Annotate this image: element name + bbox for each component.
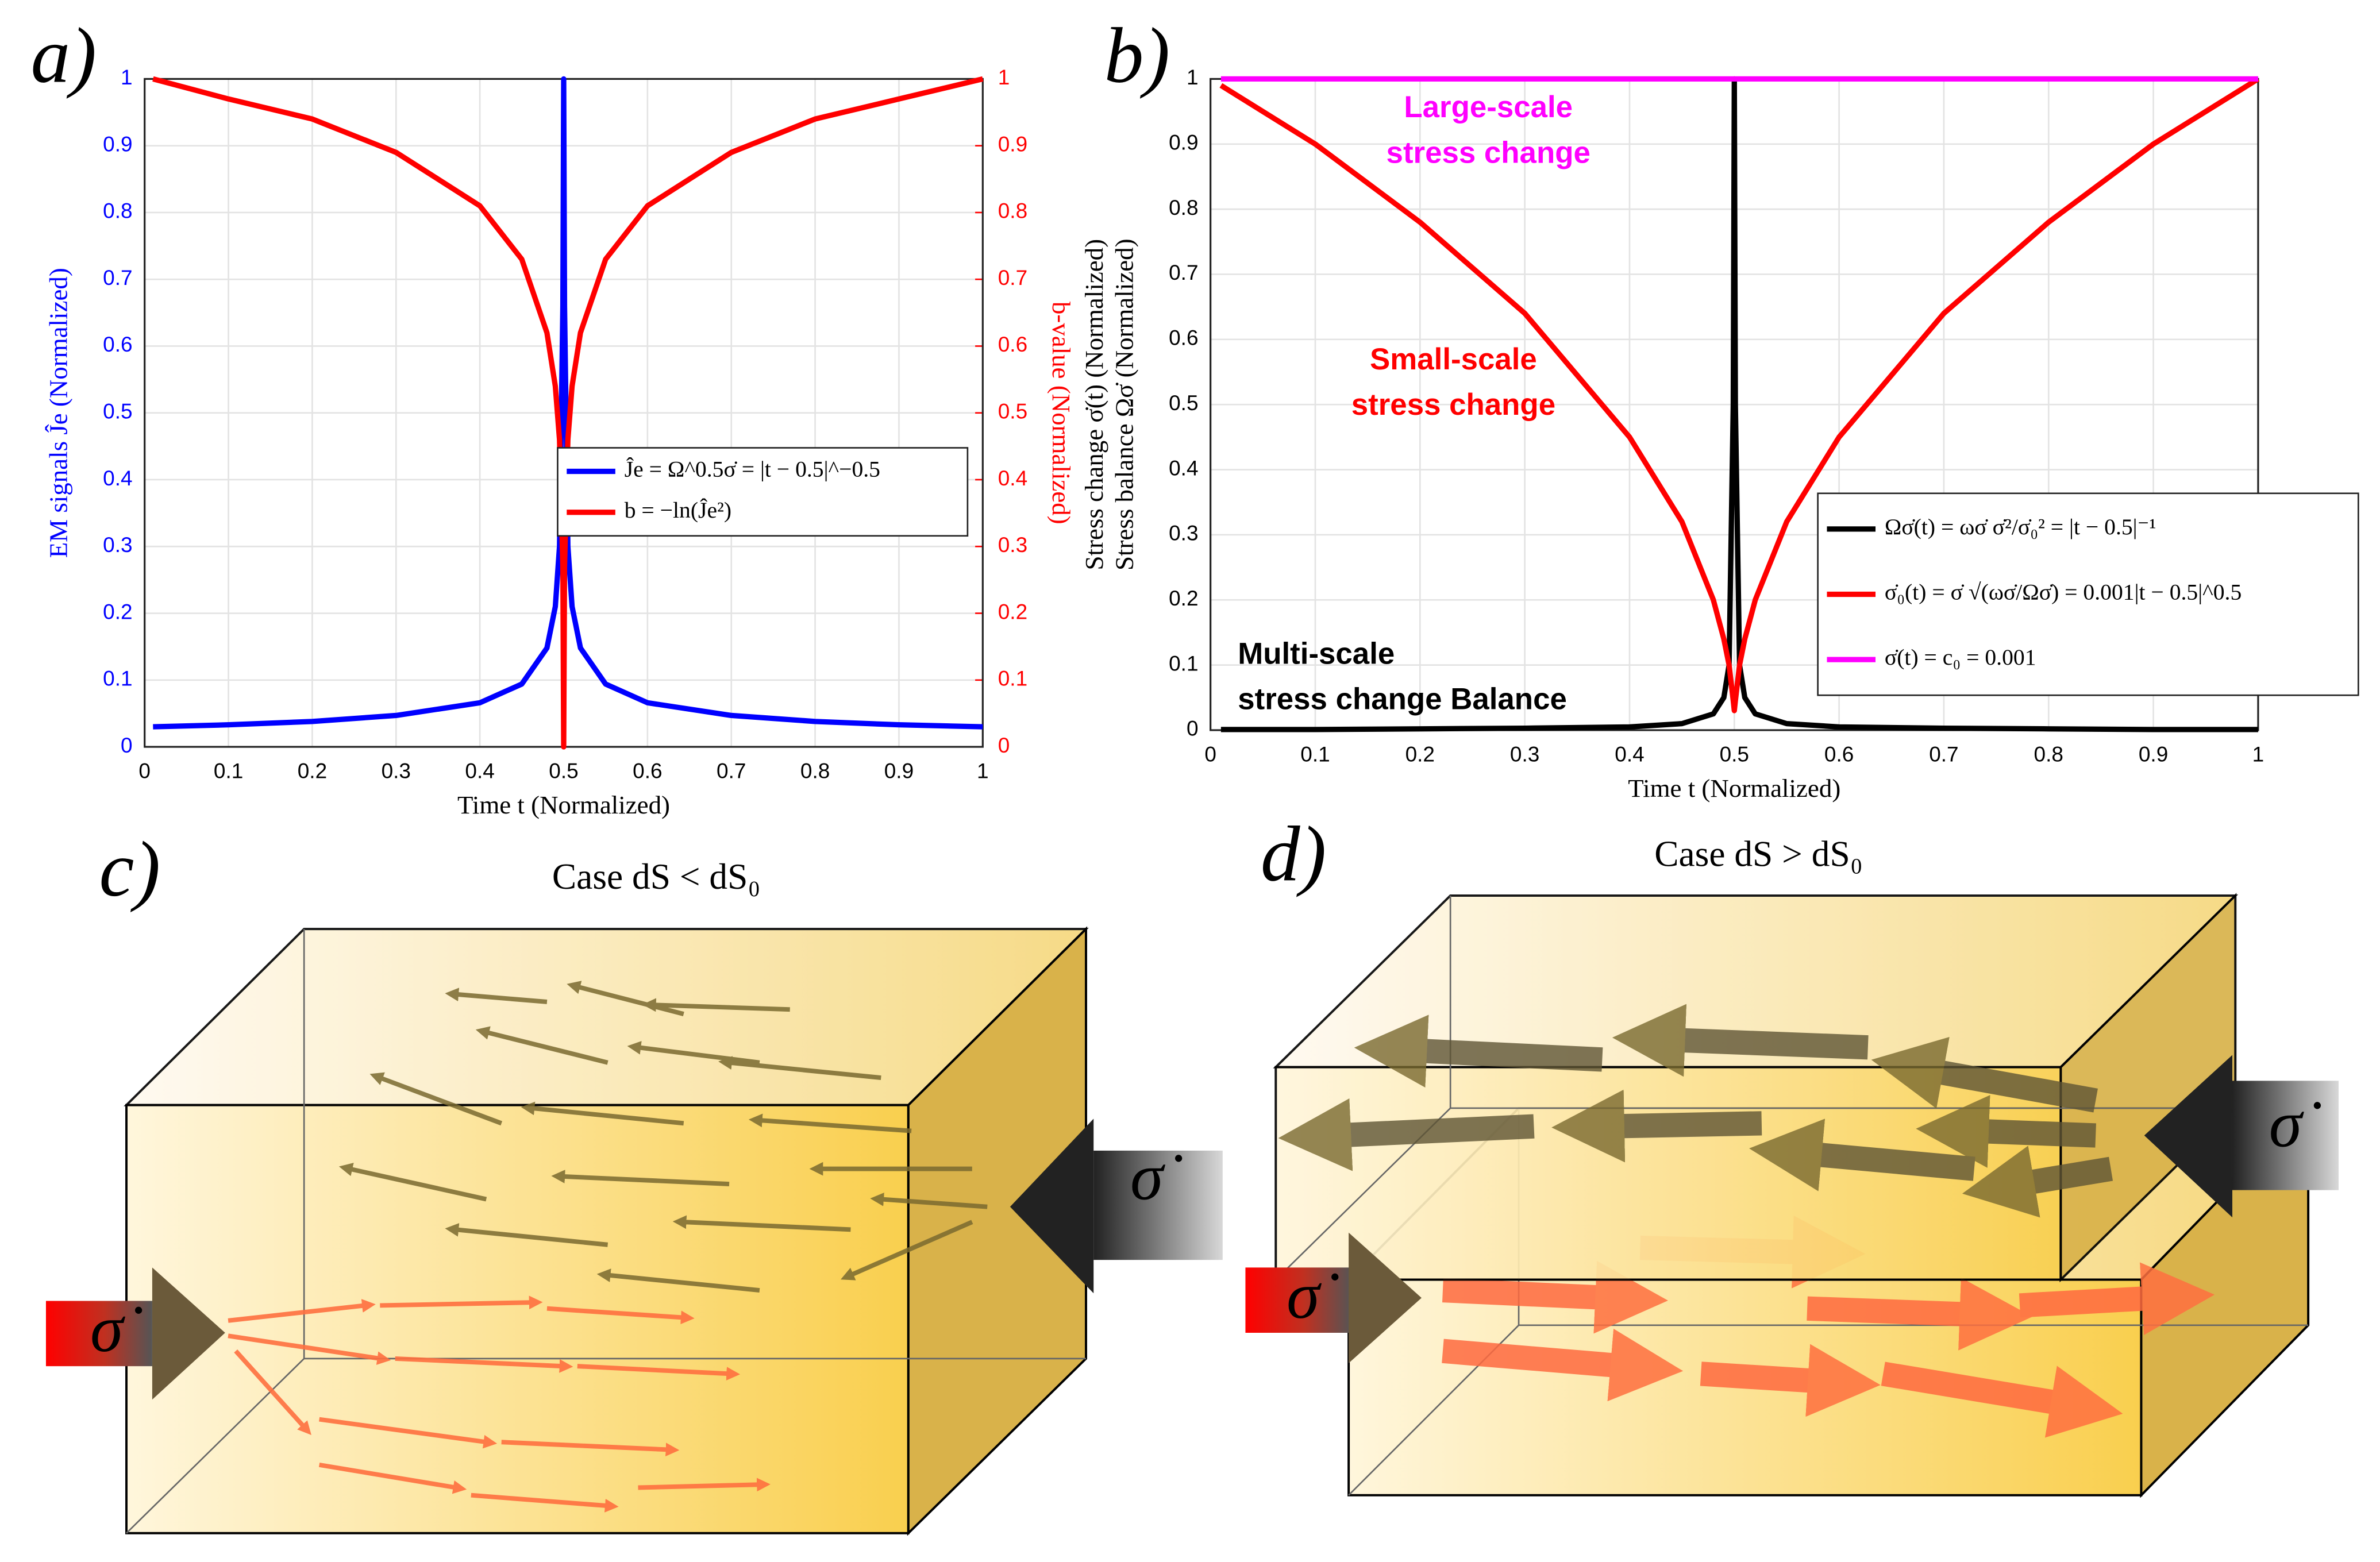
- y2-tick-label: 0.4: [998, 466, 1027, 490]
- y-tick-label: 0.6: [103, 333, 132, 356]
- y-tick-label: 0.5: [103, 399, 132, 423]
- annotation: stress change: [1387, 136, 1590, 169]
- y-tick-label: 1: [1187, 65, 1199, 89]
- x-tick-label: 0.5: [549, 759, 578, 783]
- legend-label: σ̇₀(t) = σ̇ √(ωσ̇/Ωσ̇) = 0.001|t − 0.5|^…: [1885, 580, 2242, 605]
- series-line: [1219, 76, 2260, 713]
- annotation: stress change: [1351, 388, 1555, 422]
- y-tick-label: 0.9: [103, 132, 132, 156]
- y-tick-label: 0.8: [103, 199, 132, 223]
- y-tick-label: 0.9: [1169, 131, 1198, 155]
- caption: Case dS < dS₀: [552, 856, 761, 897]
- y-tick-label: 0.3: [103, 533, 132, 557]
- y2-tick-label: 0.8: [998, 199, 1027, 223]
- legend-label: Ĵe = Ω^0.5σ̇ = |t − 0.5|^−0.5: [625, 457, 880, 482]
- y-tick-label: 0.1: [103, 667, 132, 691]
- x-tick-label: 1: [977, 759, 989, 783]
- y-tick-label: 0: [1187, 717, 1199, 740]
- y-tick-label: 0.1: [1169, 651, 1198, 675]
- y2-tick-label: 0.5: [998, 399, 1027, 423]
- y-axis-label: Stress change σ̇(t) (Normalized): [1080, 239, 1108, 570]
- y-tick-label: 1: [121, 65, 133, 89]
- y-axis-label: EM signals Ĵe (Normalized): [44, 268, 73, 558]
- y2-tick-label: 0.9: [998, 132, 1027, 156]
- x-tick-label: 0: [138, 759, 151, 783]
- legend-label: b = −ln(Ĵe²): [625, 497, 731, 523]
- panel-label: c): [99, 826, 160, 913]
- x-tick-label: 0.4: [1615, 743, 1644, 766]
- series-line: [152, 76, 984, 750]
- y-tick-label: 0: [121, 734, 133, 757]
- legend-box: [557, 447, 969, 537]
- box-d: σ̇ σ̇: [1245, 893, 2339, 1498]
- y-tick-label: 0.3: [1169, 522, 1198, 545]
- x-tick-label: 0.7: [717, 759, 746, 783]
- x-tick-label: 0.8: [800, 759, 830, 783]
- x-tick-label: 0.1: [1300, 743, 1330, 766]
- x-tick-label: 0.4: [465, 759, 494, 783]
- series-line: [153, 76, 983, 730]
- y-tick-label: 0.8: [1169, 196, 1198, 219]
- x-tick-label: 0.2: [298, 759, 327, 783]
- annotation: Multi-scale: [1238, 637, 1395, 670]
- x-tick-label: 0.8: [2034, 743, 2063, 766]
- y-tick-label: 0.6: [1169, 326, 1198, 350]
- x-tick-label: 0.6: [1824, 743, 1854, 766]
- x-tick-label: 0.2: [1405, 743, 1435, 766]
- x-tick-label: 0.7: [1929, 743, 1958, 766]
- y2-tick-label: 0.7: [998, 266, 1027, 290]
- box-c: σ̇ σ̇: [45, 926, 1223, 1536]
- y2-axis-label: b-value (Normalized): [1047, 302, 1076, 524]
- legend-box: [1817, 492, 2359, 696]
- y-tick-label: 0.7: [1169, 261, 1198, 284]
- annotation: Small-scale: [1370, 342, 1537, 376]
- x-axis-label: Time t (Normalized): [1628, 774, 1840, 803]
- x-tick-label: 0.1: [214, 759, 243, 783]
- y-tick-label: 0.2: [1169, 587, 1198, 610]
- panel-label: d): [1261, 810, 1326, 897]
- x-tick-label: 0.9: [2139, 743, 2168, 766]
- panel-label: b): [1104, 12, 1170, 99]
- y-tick-label: 0.7: [103, 266, 132, 290]
- x-tick-label: 0.3: [1510, 743, 1539, 766]
- caption: Case dS > dS₀: [1654, 833, 1863, 874]
- y2-tick-label: 0.2: [998, 600, 1027, 623]
- x-tick-label: 0: [1204, 743, 1216, 766]
- annotation: stress change Balance: [1238, 682, 1567, 716]
- y-tick-label: 0.4: [103, 466, 132, 490]
- x-tick-label: 0.5: [1720, 743, 1749, 766]
- x-axis-label: Time t (Normalized): [457, 790, 670, 819]
- y-axis-label: Stress balance Ωσ̇ (Normalized): [1110, 238, 1139, 570]
- x-tick-label: 1: [2252, 743, 2265, 766]
- y-tick-label: 0.5: [1169, 391, 1198, 415]
- y2-tick-label: 0.6: [998, 333, 1027, 356]
- y-tick-label: 0.4: [1169, 456, 1198, 480]
- y2-tick-label: 0: [998, 734, 1010, 757]
- y2-tick-label: 1: [998, 65, 1010, 89]
- y-tick-label: 0.2: [103, 600, 132, 623]
- x-tick-label: 0.9: [884, 759, 914, 783]
- legend-label: Ωσ̇(t) = ωσ̇ σ̇²/σ̇₀² = |t − 0.5|⁻¹: [1885, 514, 2156, 539]
- y2-tick-label: 0.3: [998, 533, 1027, 557]
- y2-tick-label: 0.1: [998, 667, 1027, 691]
- annotation: Large-scale: [1404, 90, 1573, 124]
- x-tick-label: 0.3: [382, 759, 411, 783]
- x-tick-label: 0.6: [633, 759, 662, 783]
- panel-label: a): [31, 12, 97, 99]
- legend-label: σ̇(t) = c₀ = 0.001: [1885, 645, 2036, 670]
